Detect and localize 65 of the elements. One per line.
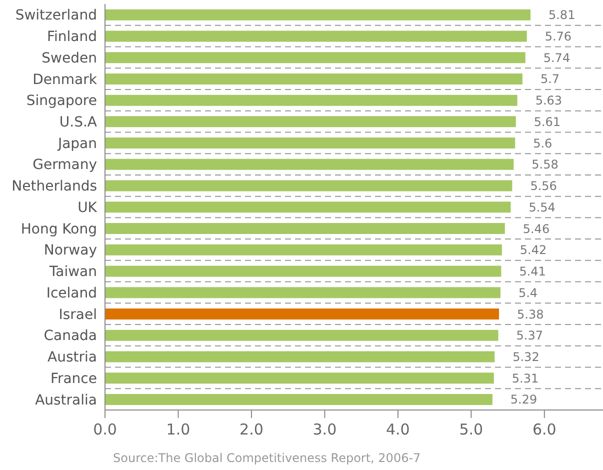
bar (105, 244, 502, 256)
y-tick-label: Netherlands (12, 178, 97, 195)
y-tick-label: France (50, 370, 97, 387)
x-tick-label: 5.0 (459, 420, 484, 439)
data-label: 5.58 (532, 158, 558, 172)
y-tick-label: Israel (58, 306, 97, 323)
y-tick-label: Taiwan (48, 264, 97, 280)
bar (105, 287, 500, 298)
data-label: 5.41 (519, 264, 546, 279)
y-tick-label: UK (78, 200, 98, 216)
bar (105, 372, 494, 384)
bar (105, 30, 527, 42)
bar (105, 73, 522, 84)
bar (105, 351, 495, 362)
data-label: 5.7 (540, 72, 560, 86)
y-tick-label: Austria (48, 350, 97, 366)
data-label: 5.31 (512, 371, 539, 386)
x-tick-label: 1.0 (166, 420, 190, 439)
data-label: 5.54 (528, 200, 556, 214)
y-tick-label: Norway (44, 242, 97, 259)
y-tick-label: Denmark (32, 72, 98, 88)
bar (105, 180, 512, 192)
bar (105, 158, 514, 170)
data-label: 5.76 (544, 29, 572, 44)
y-tick-label: Iceland (46, 285, 97, 302)
bar (105, 138, 516, 149)
data-label: 5.46 (522, 222, 550, 236)
source-note: Source:The Global Competitiveness Report, 2006-7 (113, 451, 421, 465)
data-label: 5.63 (535, 94, 562, 108)
y-tick-label: Sweden (42, 50, 97, 66)
data-label: 5.29 (510, 392, 538, 407)
bar (105, 52, 526, 64)
x-tick-label: 2.0 (240, 420, 264, 439)
bar (105, 116, 516, 128)
x-tick-label: 6.0 (532, 420, 556, 439)
x-tick-label: 3.0 (312, 420, 337, 439)
bar (105, 330, 498, 341)
data-label: 5.32 (512, 350, 540, 364)
bar (105, 308, 500, 320)
data-label: 5.74 (543, 50, 570, 65)
x-tick-label: 4.0 (386, 420, 410, 439)
data-label: 5.42 (520, 243, 547, 258)
x-tick-label: 0.0 (93, 420, 117, 439)
data-label: 5.38 (517, 307, 544, 322)
y-tick-label: Finland (46, 29, 97, 46)
bar (105, 94, 518, 106)
data-label: 5.37 (516, 328, 543, 343)
bar (105, 9, 530, 20)
data-label: 5.56 (530, 179, 557, 194)
bar (105, 223, 505, 234)
bar (105, 394, 492, 405)
y-tick-label: Switzerland (15, 8, 97, 24)
y-tick-label: Germany (32, 157, 97, 174)
y-tick-label: Australia (35, 392, 97, 408)
data-label: 5.81 (548, 8, 576, 22)
y-tick-label: Japan (56, 136, 97, 152)
y-tick-label: Singapore (26, 93, 97, 110)
y-tick-label: Hong Kong (20, 221, 97, 238)
data-label: 5.6 (533, 136, 552, 150)
bar (105, 202, 511, 213)
data-label: 5.4 (518, 286, 538, 300)
y-tick-label: Canada (44, 328, 97, 344)
bar (105, 266, 502, 277)
y-tick-label: U.S.A (59, 114, 98, 130)
data-label: 5.61 (534, 114, 561, 129)
